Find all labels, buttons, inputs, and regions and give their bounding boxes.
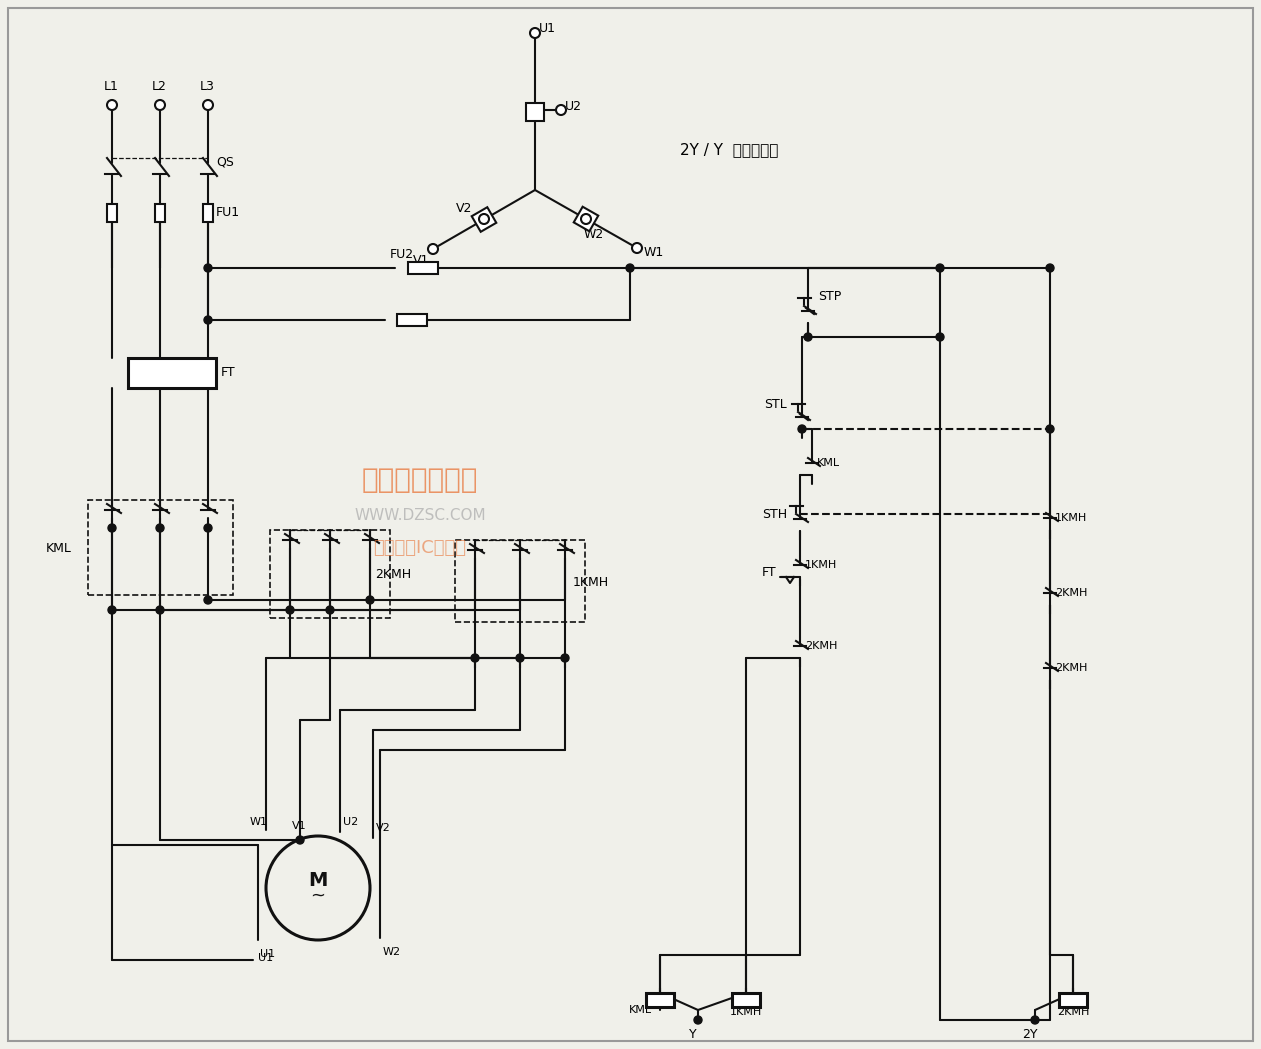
Circle shape — [1047, 425, 1054, 433]
Text: Y: Y — [690, 1028, 697, 1042]
Bar — [129, 358, 216, 388]
Text: 2KMH: 2KMH — [1055, 663, 1087, 673]
Text: FT: FT — [762, 566, 777, 579]
Circle shape — [1031, 1016, 1039, 1024]
Text: V2: V2 — [456, 202, 473, 215]
Bar — [397, 314, 427, 326]
Circle shape — [530, 28, 540, 38]
Bar — [203, 204, 213, 222]
Text: 2KMH: 2KMH — [805, 641, 837, 651]
Text: 2KMH: 2KMH — [1057, 1007, 1090, 1016]
Text: U1: U1 — [538, 22, 556, 36]
Circle shape — [936, 333, 944, 341]
Circle shape — [581, 214, 591, 224]
Text: 全球最大IC采购网: 全球最大IC采购网 — [373, 539, 467, 557]
Circle shape — [204, 596, 212, 604]
Circle shape — [366, 596, 375, 604]
Text: 2Y / Y  绕组接线图: 2Y / Y 绕组接线图 — [680, 143, 778, 157]
Text: W2: W2 — [383, 947, 401, 957]
Text: U2: U2 — [565, 101, 583, 113]
Circle shape — [296, 836, 304, 844]
Text: 2KMH: 2KMH — [1055, 588, 1087, 598]
Text: U1: U1 — [259, 952, 274, 963]
Text: 1KMH: 1KMH — [730, 1007, 762, 1016]
Text: V1: V1 — [293, 821, 306, 831]
Text: M: M — [308, 871, 328, 890]
Circle shape — [108, 524, 116, 532]
Text: FU1: FU1 — [216, 207, 240, 219]
Circle shape — [107, 100, 117, 110]
Text: KML: KML — [45, 541, 72, 555]
Circle shape — [556, 105, 566, 115]
Text: L1: L1 — [103, 81, 119, 93]
Circle shape — [427, 244, 438, 254]
Text: U1: U1 — [260, 949, 275, 959]
Polygon shape — [472, 208, 497, 232]
Circle shape — [204, 524, 212, 532]
Circle shape — [1047, 264, 1054, 272]
Text: 1KMH: 1KMH — [1055, 513, 1087, 523]
Circle shape — [632, 243, 642, 253]
Circle shape — [798, 425, 806, 433]
Bar — [1059, 993, 1087, 1007]
Circle shape — [625, 264, 634, 272]
Text: FU2: FU2 — [390, 248, 414, 260]
Text: KML: KML — [817, 458, 840, 468]
Bar — [455, 540, 585, 622]
Text: L2: L2 — [153, 81, 166, 93]
Bar — [731, 993, 760, 1007]
Text: STH: STH — [762, 509, 787, 521]
Circle shape — [694, 1016, 702, 1024]
Circle shape — [156, 606, 164, 614]
Text: ~: ~ — [310, 887, 325, 905]
Text: STP: STP — [818, 291, 841, 303]
Polygon shape — [574, 207, 598, 231]
Text: 1KMH: 1KMH — [805, 560, 837, 570]
Bar — [409, 262, 438, 274]
Text: STL: STL — [764, 398, 787, 410]
Circle shape — [156, 524, 164, 532]
Text: U2: U2 — [343, 817, 358, 827]
Text: V1: V1 — [414, 255, 430, 267]
Circle shape — [108, 606, 116, 614]
Text: KML: KML — [628, 1005, 652, 1015]
Text: 2KMH: 2KMH — [375, 568, 411, 580]
Circle shape — [204, 316, 212, 324]
Circle shape — [203, 100, 213, 110]
Text: 2Y: 2Y — [1023, 1028, 1038, 1042]
Text: L3: L3 — [200, 81, 214, 93]
Circle shape — [561, 654, 569, 662]
Polygon shape — [526, 103, 543, 121]
Text: 维库电子市场网: 维库电子市场网 — [362, 466, 478, 494]
Bar — [270, 530, 390, 618]
Text: W2: W2 — [584, 228, 604, 240]
Circle shape — [516, 654, 525, 662]
Bar — [88, 500, 233, 595]
Text: FT: FT — [221, 366, 236, 380]
Bar — [646, 993, 673, 1007]
Text: V2: V2 — [376, 823, 391, 833]
Circle shape — [155, 100, 165, 110]
Circle shape — [204, 264, 212, 272]
Circle shape — [479, 214, 489, 224]
Text: W1: W1 — [644, 247, 665, 259]
Circle shape — [805, 333, 812, 341]
Circle shape — [472, 654, 479, 662]
Text: QS: QS — [216, 155, 233, 169]
Bar — [155, 204, 165, 222]
Circle shape — [936, 264, 944, 272]
Text: WWW.DZSC.COM: WWW.DZSC.COM — [354, 508, 485, 522]
Text: W1: W1 — [250, 817, 269, 827]
Circle shape — [327, 606, 334, 614]
Circle shape — [286, 606, 294, 614]
Text: 1KMH: 1KMH — [572, 576, 609, 588]
Bar — [107, 204, 117, 222]
